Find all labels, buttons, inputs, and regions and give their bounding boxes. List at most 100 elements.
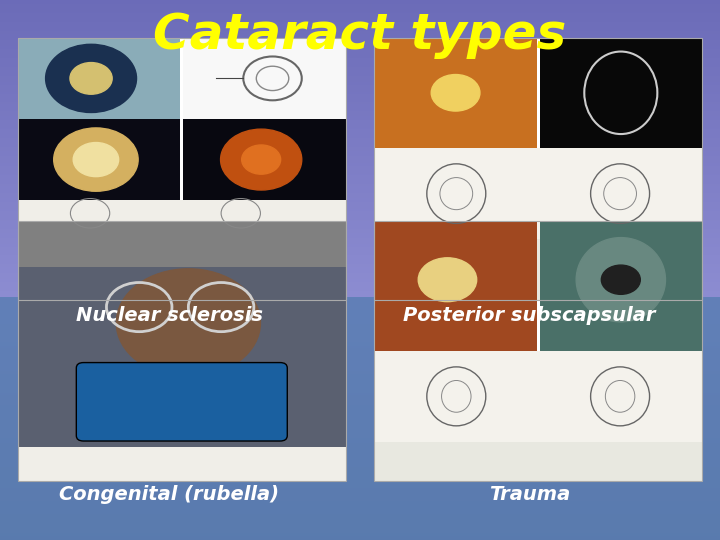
Bar <box>0 206 720 208</box>
Bar <box>0 198 720 199</box>
Bar <box>0 148 720 150</box>
Bar <box>0 484 720 485</box>
Bar <box>0 50 720 52</box>
Bar <box>0 65 720 67</box>
Bar <box>0 178 720 180</box>
Bar <box>0 117 720 119</box>
Bar <box>0 457 720 458</box>
Bar <box>0 3 720 4</box>
Bar <box>0 208 720 210</box>
Bar <box>0 116 720 117</box>
Bar <box>0 227 720 229</box>
Bar <box>0 496 720 497</box>
Bar <box>0 523 720 524</box>
Bar <box>0 522 720 523</box>
Circle shape <box>242 145 281 174</box>
Ellipse shape <box>576 238 665 322</box>
Bar <box>0 105 720 107</box>
Bar <box>0 92 720 93</box>
Bar <box>0 439 720 441</box>
Bar <box>0 500 720 501</box>
Bar <box>0 327 720 328</box>
Bar <box>0 260 720 261</box>
Bar <box>0 417 720 418</box>
Bar <box>0 453 720 454</box>
Bar <box>0 87 720 89</box>
Bar <box>0 285 720 287</box>
Bar <box>18 38 346 300</box>
Bar <box>0 497 720 499</box>
Bar <box>0 332 720 333</box>
Bar <box>0 353 720 354</box>
Bar <box>0 512 720 513</box>
Bar <box>0 373 720 374</box>
Bar <box>0 177 720 178</box>
Bar <box>0 234 720 236</box>
Bar <box>374 38 702 300</box>
Bar <box>0 74 720 76</box>
Bar <box>0 71 720 73</box>
Bar <box>0 383 720 384</box>
Bar <box>0 450 720 451</box>
Bar <box>0 306 720 307</box>
Bar <box>0 56 720 58</box>
Bar <box>0 190 720 192</box>
Bar <box>0 338 720 340</box>
Bar <box>0 364 720 365</box>
Bar <box>0 284 720 285</box>
Bar <box>0 275 720 276</box>
Bar <box>0 272 720 273</box>
Bar <box>0 307 720 308</box>
Bar <box>0 366 720 367</box>
Bar <box>0 160 720 162</box>
Bar <box>0 499 720 500</box>
Bar <box>0 431 720 432</box>
Bar <box>0 267 720 269</box>
Text: Posterior subscapsular: Posterior subscapsular <box>403 306 655 326</box>
Bar <box>0 186 720 187</box>
Bar <box>18 226 346 300</box>
Bar <box>0 513 720 515</box>
Bar <box>0 532 720 534</box>
Bar <box>0 255 720 257</box>
Bar <box>0 348 720 349</box>
Bar <box>0 305 720 306</box>
Bar <box>0 478 720 480</box>
Bar <box>0 320 720 321</box>
Bar <box>0 4 720 6</box>
Bar <box>0 341 720 342</box>
Circle shape <box>220 129 302 190</box>
Bar <box>0 406 720 408</box>
Bar <box>0 42 720 43</box>
Bar <box>0 403 720 404</box>
Bar <box>0 370 720 371</box>
Bar <box>0 172 720 174</box>
Bar <box>0 507 720 509</box>
Bar <box>0 135 720 137</box>
Bar <box>0 392 720 393</box>
Bar <box>0 404 720 405</box>
Bar <box>0 221 720 222</box>
Bar <box>0 19 720 21</box>
Bar <box>374 442 702 481</box>
Bar <box>0 460 720 461</box>
Bar <box>0 501 720 502</box>
Bar <box>18 200 346 226</box>
Bar <box>0 165 720 166</box>
Bar <box>0 433 720 434</box>
Bar <box>0 273 720 275</box>
Bar <box>0 342 720 343</box>
Bar <box>0 297 720 298</box>
Bar <box>0 309 720 310</box>
Bar <box>0 141 720 143</box>
Bar <box>0 301 720 302</box>
Bar <box>0 163 720 165</box>
Bar <box>0 166 720 168</box>
Bar <box>0 525 720 526</box>
Bar <box>0 143 720 144</box>
Bar <box>0 379 720 380</box>
Bar <box>0 451 720 453</box>
Bar <box>0 371 720 373</box>
Bar <box>0 48 720 49</box>
Bar <box>0 483 720 484</box>
